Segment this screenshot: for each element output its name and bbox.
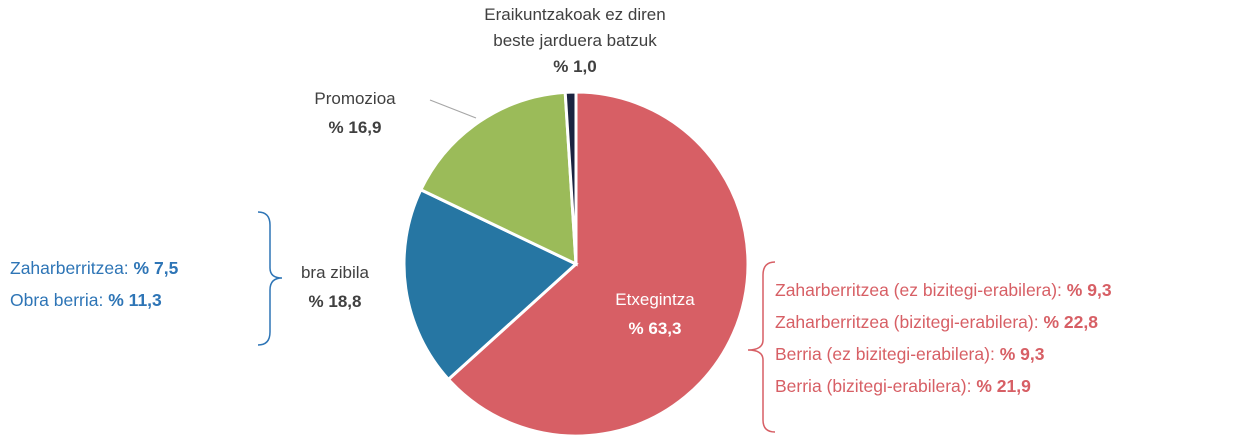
category-label: bra zibila (300, 263, 370, 282)
annotation-block: Zaharberritzea: % 7,5 Obra berria: % 11,3 (10, 252, 178, 316)
value-label: % 16,9 (328, 118, 382, 137)
right-brace (747, 261, 776, 433)
value-label: % 18,8 (308, 292, 362, 311)
category-label: Eraikuntzakoak ez diren beste jarduera b… (484, 5, 666, 50)
annotation-line: Obra berria: % 11,3 (10, 284, 178, 316)
annotation-name: Zaharberritzea: (10, 258, 129, 278)
annotation-line: Berria (ez bizitegi-erabilera): % 9,3 (775, 338, 1112, 370)
value-label: % 1,0 (553, 57, 597, 76)
annotation-line: Zaharberritzea (ez bizitegi-erabilera): … (775, 274, 1112, 306)
annotation-name: Obra berria: (10, 290, 104, 310)
left-brace (257, 211, 283, 346)
annotation-name: Zaharberritzea (ez bizitegi-erabilera): (775, 280, 1062, 300)
annotation-value: % 9,3 (1066, 280, 1112, 300)
pie-slice (418, 90, 578, 267)
annotation-value: % 7,5 (133, 258, 179, 278)
pie-slice (563, 90, 578, 265)
category-label: Etxegintza (615, 290, 695, 309)
annotation-value: % 11,3 (108, 290, 162, 310)
category-label: Promozioa (314, 89, 396, 108)
value-label: % 63,3 (628, 319, 682, 338)
pie-slice (446, 90, 750, 435)
slice-label: bra zibila % 18,8 (285, 258, 385, 316)
pie-slice (402, 187, 579, 382)
annotation-line: Zaharberritzea: % 7,5 (10, 252, 178, 284)
annotation-value: % 9,3 (999, 344, 1045, 364)
annotation-value: % 22,8 (1043, 312, 1098, 332)
annotation-line: Zaharberritzea (bizitegi-erabilera): % 2… (775, 306, 1112, 338)
slice-label: Eraikuntzakoak ez diren beste jarduera b… (475, 2, 675, 80)
annotation-name: Berria (ez bizitegi-erabilera): (775, 344, 995, 364)
slice-label: Etxegintza % 63,3 (595, 285, 715, 343)
leader-line (429, 99, 477, 119)
annotation-line: Berria (bizitegi-erabilera): % 21,9 (775, 370, 1112, 402)
annotation-name: Berria (bizitegi-erabilera): (775, 376, 972, 396)
annotation-block: Zaharberritzea (ez bizitegi-erabilera): … (775, 274, 1112, 402)
annotation-value: % 21,9 (976, 376, 1031, 396)
slice-label: Promozioa % 16,9 (300, 84, 410, 142)
annotation-name: Zaharberritzea (bizitegi-erabilera): (775, 312, 1039, 332)
